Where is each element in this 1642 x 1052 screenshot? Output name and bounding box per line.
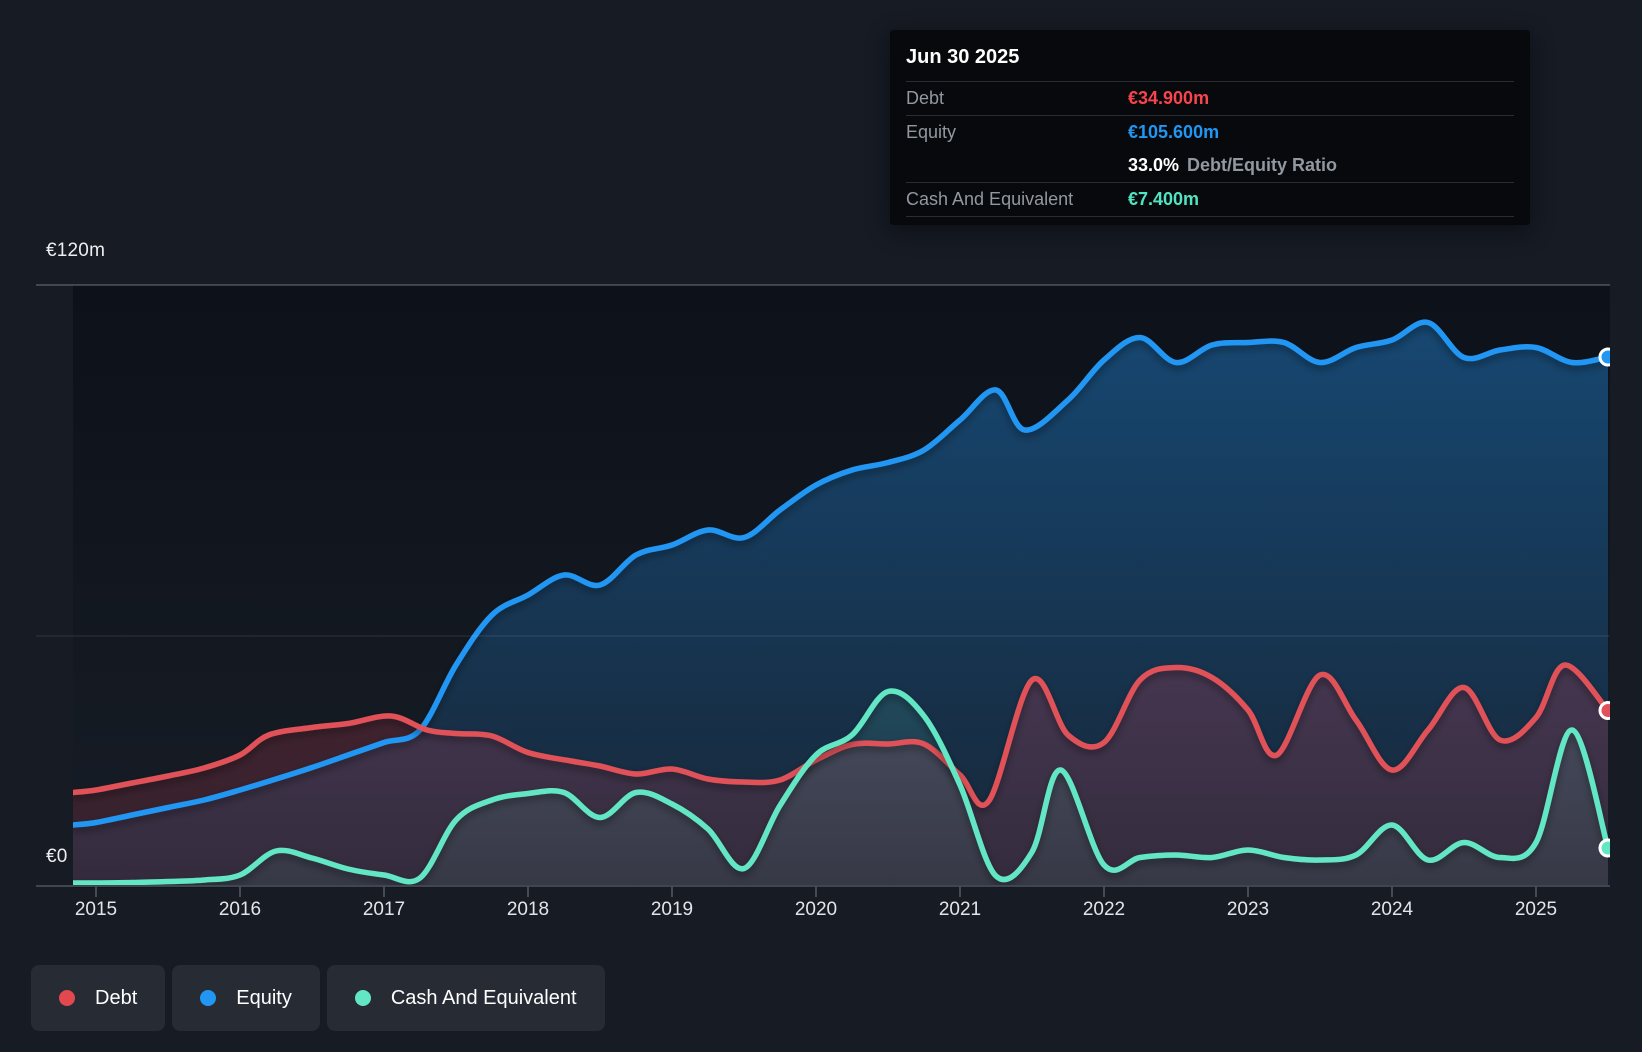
tooltip-ratio-label: Debt/Equity Ratio — [1187, 155, 1338, 175]
tooltip-row-equity: Equity €105.600m — [906, 116, 1514, 149]
chart-tooltip: Jun 30 2025 Debt €34.900m Equity €105.60… — [890, 30, 1530, 225]
cash-line — [73, 688, 1610, 886]
equity-endpoint-marker — [1598, 347, 1610, 367]
legend-item-debt[interactable]: Debt — [31, 965, 166, 1031]
cash-endpoint-marker — [1598, 838, 1610, 858]
tooltip-row-cash: Cash And Equivalent €7.400m — [906, 183, 1514, 217]
legend-equity-label: Equity — [236, 986, 292, 1009]
cash-area-fill — [73, 690, 1608, 886]
chart-legend: Debt Equity Cash And Equivalent — [31, 965, 605, 1031]
equity-line — [73, 319, 1610, 828]
y-axis-label-120m: €120m — [46, 240, 106, 261]
tooltip-debt-value: €34.900m — [1128, 88, 1210, 108]
legend-cash-label: Cash And Equivalent — [390, 986, 577, 1009]
tooltip-debt-label: Debt — [906, 88, 945, 108]
tooltip-equity-label: Equity — [906, 122, 957, 142]
tooltip-row-ratio: 33.0% Debt/Equity Ratio — [906, 149, 1514, 183]
tooltip-row-debt: Debt €34.900m — [906, 82, 1514, 116]
tooltip-date: Jun 30 2025 — [906, 38, 1514, 82]
cash-color-dot-icon — [354, 990, 371, 1006]
tooltip-equity-value: €105.600m — [1128, 122, 1220, 142]
tooltip-ratio-value: 33.0% — [1128, 155, 1180, 175]
debt-color-dot-icon — [59, 990, 75, 1006]
y-axis-label-0: €0 — [46, 846, 68, 867]
tooltip-cash-value: €7.400m — [1128, 189, 1200, 209]
legend-debt-label: Debt — [95, 986, 138, 1009]
tooltip-cash-label: Cash And Equivalent — [906, 189, 1074, 209]
debt-endpoint-marker — [1598, 701, 1610, 720]
debt-line — [73, 662, 1610, 808]
legend-item-cash[interactable]: Cash And Equivalent — [326, 965, 605, 1031]
legend-item-equity[interactable]: Equity — [172, 965, 320, 1031]
equity-color-dot-icon — [200, 990, 217, 1006]
